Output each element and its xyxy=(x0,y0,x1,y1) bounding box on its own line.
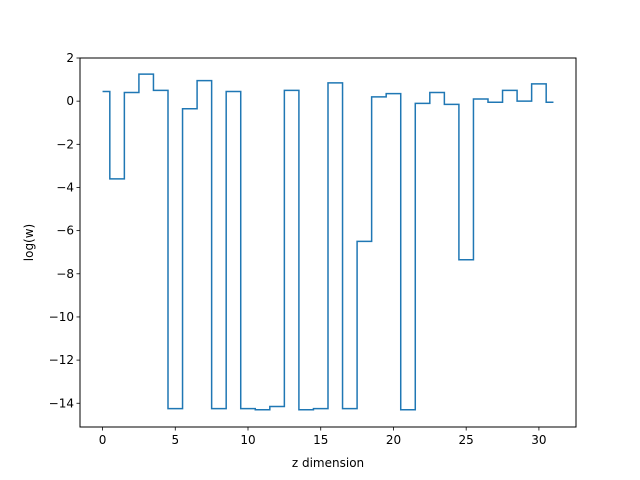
x-tick-label: 10 xyxy=(240,433,255,447)
y-tick-label: −2 xyxy=(56,137,74,151)
x-tick-label: 20 xyxy=(386,433,401,447)
y-tick-label: −8 xyxy=(56,267,74,281)
x-tick-label: 5 xyxy=(171,433,179,447)
plot-frame xyxy=(79,57,577,428)
y-tick-label: −4 xyxy=(56,180,74,194)
y-axis-label: log(w) xyxy=(22,224,36,261)
x-tick-label: 30 xyxy=(531,433,546,447)
y-tick-label: −12 xyxy=(49,353,74,367)
x-axis: 0 5 10 15 20 25 30 xyxy=(99,427,547,447)
series-line-0 xyxy=(102,73,554,411)
series-layer xyxy=(102,73,554,411)
x-axis-label: z dimension xyxy=(292,456,364,470)
x-tick-label: 0 xyxy=(99,433,107,447)
y-tick-label: 2 xyxy=(66,51,74,65)
y-tick-label: −14 xyxy=(49,396,74,410)
y-tick-label: −6 xyxy=(56,224,74,238)
x-tick-label: 25 xyxy=(459,433,474,447)
y-tick-label: −10 xyxy=(49,310,74,324)
y-tick-label: 0 xyxy=(66,94,74,108)
x-tick-label: 15 xyxy=(313,433,328,447)
y-axis: 2 0 −2 −4 −6 −8 −10 −12 −14 xyxy=(49,51,80,410)
